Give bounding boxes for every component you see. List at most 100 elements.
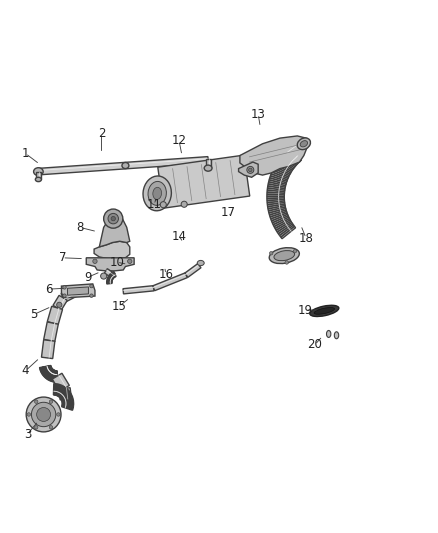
Polygon shape [109, 275, 113, 279]
Text: 17: 17 [220, 206, 235, 219]
Polygon shape [44, 369, 53, 377]
Circle shape [93, 259, 97, 263]
Circle shape [57, 302, 62, 308]
Polygon shape [42, 368, 52, 375]
Text: 13: 13 [251, 108, 265, 120]
Polygon shape [62, 398, 73, 402]
Polygon shape [62, 401, 74, 403]
Circle shape [101, 273, 107, 279]
Polygon shape [42, 368, 52, 374]
Ellipse shape [269, 248, 299, 264]
Polygon shape [267, 199, 285, 203]
Circle shape [35, 425, 38, 429]
Circle shape [63, 294, 66, 297]
Polygon shape [274, 219, 290, 228]
Polygon shape [110, 274, 114, 278]
Polygon shape [272, 214, 288, 223]
Polygon shape [110, 273, 114, 278]
Polygon shape [49, 370, 54, 381]
Polygon shape [56, 385, 61, 395]
Circle shape [27, 413, 31, 416]
Polygon shape [55, 371, 57, 382]
Polygon shape [54, 371, 56, 382]
Polygon shape [274, 166, 290, 176]
Polygon shape [53, 371, 56, 382]
Polygon shape [55, 384, 57, 395]
Circle shape [32, 402, 56, 426]
Polygon shape [108, 276, 113, 279]
Circle shape [57, 413, 60, 416]
Polygon shape [40, 366, 51, 370]
Polygon shape [36, 172, 41, 180]
Polygon shape [107, 278, 113, 280]
Polygon shape [86, 258, 134, 271]
Polygon shape [59, 387, 71, 400]
Polygon shape [62, 403, 74, 404]
Polygon shape [279, 158, 294, 169]
Polygon shape [42, 340, 55, 359]
Polygon shape [62, 399, 73, 402]
Circle shape [63, 286, 66, 289]
Polygon shape [279, 225, 295, 237]
Polygon shape [185, 263, 201, 277]
Polygon shape [94, 241, 130, 259]
Polygon shape [267, 196, 284, 198]
Polygon shape [268, 204, 285, 209]
Polygon shape [287, 148, 300, 163]
Ellipse shape [274, 251, 295, 261]
Polygon shape [53, 371, 56, 382]
Polygon shape [52, 370, 55, 382]
Polygon shape [279, 224, 293, 236]
Ellipse shape [143, 176, 171, 211]
Text: 8: 8 [76, 221, 83, 234]
Polygon shape [58, 387, 66, 397]
Polygon shape [240, 136, 308, 175]
Polygon shape [41, 367, 51, 373]
Circle shape [247, 166, 254, 173]
Polygon shape [62, 406, 73, 410]
Polygon shape [59, 389, 68, 398]
Ellipse shape [153, 187, 162, 199]
Polygon shape [281, 227, 296, 239]
Polygon shape [275, 165, 291, 174]
Polygon shape [268, 184, 285, 189]
Polygon shape [276, 221, 292, 232]
Polygon shape [269, 208, 286, 215]
Circle shape [90, 284, 93, 288]
Polygon shape [62, 405, 73, 409]
Polygon shape [62, 397, 73, 401]
Polygon shape [104, 269, 115, 278]
Polygon shape [60, 390, 69, 398]
Polygon shape [39, 366, 51, 368]
Text: 6: 6 [45, 282, 52, 296]
Circle shape [49, 400, 53, 403]
Polygon shape [60, 391, 70, 399]
Polygon shape [45, 369, 53, 378]
Polygon shape [113, 272, 116, 277]
Polygon shape [60, 392, 70, 399]
Polygon shape [286, 142, 302, 157]
Polygon shape [269, 178, 286, 184]
Polygon shape [67, 287, 88, 295]
Polygon shape [62, 400, 74, 403]
Ellipse shape [310, 305, 339, 317]
Polygon shape [111, 272, 115, 277]
Polygon shape [43, 368, 52, 376]
Polygon shape [123, 286, 154, 294]
Polygon shape [268, 182, 286, 188]
Polygon shape [267, 188, 285, 192]
Polygon shape [61, 395, 72, 400]
Polygon shape [55, 371, 57, 382]
Polygon shape [44, 322, 58, 342]
Polygon shape [56, 384, 60, 395]
Polygon shape [54, 384, 56, 395]
Ellipse shape [300, 141, 307, 147]
Polygon shape [270, 174, 287, 182]
Polygon shape [61, 284, 95, 298]
Text: 14: 14 [171, 230, 187, 243]
Polygon shape [53, 384, 55, 395]
Polygon shape [107, 279, 112, 281]
Polygon shape [267, 203, 285, 207]
Polygon shape [41, 367, 51, 372]
Polygon shape [53, 295, 67, 310]
